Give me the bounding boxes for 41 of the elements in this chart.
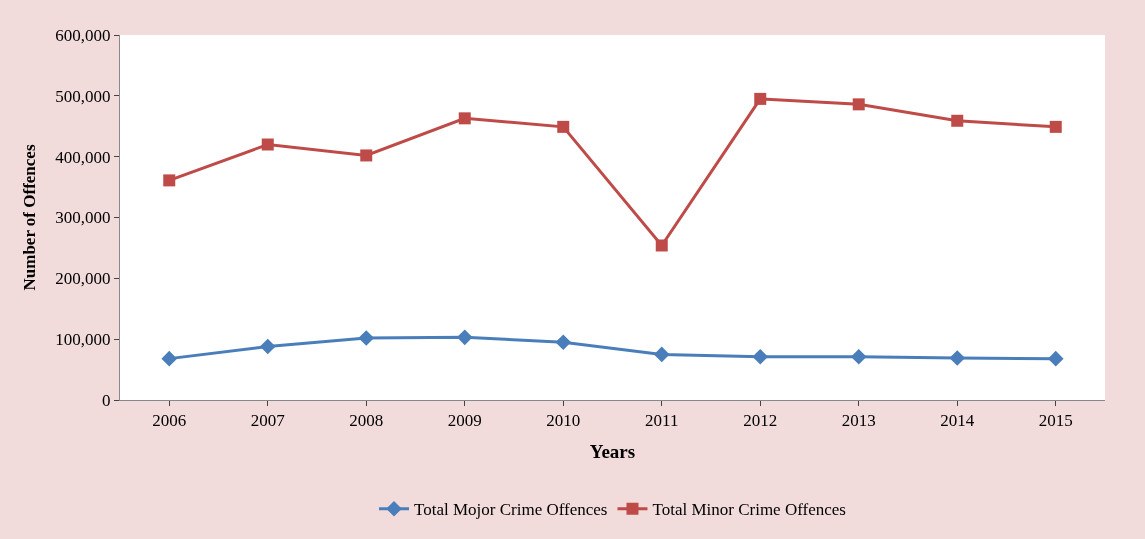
point	[852, 98, 865, 111]
y-tick-label: 200,000	[55, 269, 111, 289]
point	[850, 349, 867, 365]
x-tick-label: 2011	[645, 411, 679, 431]
point	[555, 334, 572, 351]
x-tick-label: 2008	[349, 411, 384, 431]
point	[951, 114, 964, 127]
y-tick-label: 100,000	[55, 330, 111, 350]
point	[655, 239, 668, 252]
point	[360, 149, 373, 162]
point	[458, 112, 471, 125]
y-axis-title: Number of Offences	[19, 144, 39, 291]
point	[752, 349, 769, 365]
y-tick-label: 300,000	[55, 208, 111, 228]
point	[949, 350, 966, 366]
x-tick-label: 2006	[152, 411, 187, 431]
point	[754, 92, 767, 105]
point	[358, 330, 375, 346]
point	[557, 120, 570, 133]
point	[163, 174, 176, 187]
x-axis-title: Years	[589, 441, 636, 463]
point	[1049, 120, 1062, 133]
y-tick-label: 400,000	[55, 147, 111, 167]
point	[456, 329, 473, 346]
point	[1047, 350, 1064, 367]
y-tick-label: 0	[102, 390, 111, 410]
y-tick-label: 600,000	[55, 25, 111, 45]
point	[259, 338, 276, 355]
y-tick-label: 500,000	[55, 86, 111, 106]
x-tick-label: 2013	[841, 411, 876, 431]
point	[261, 138, 274, 151]
x-tick-label: 2007	[250, 411, 286, 431]
x-tick-label: 2015	[1038, 411, 1073, 431]
x-tick-label: 2014	[940, 411, 975, 431]
x-tick-label: 2009	[447, 411, 482, 431]
x-tick-label: 2012	[743, 411, 778, 431]
x-tick-label: 2010	[546, 411, 581, 431]
legend-label: Total Mojor Crime Offences	[414, 500, 608, 520]
point	[161, 350, 178, 367]
point	[653, 346, 670, 363]
legend-label: Total Minor Crime Offences	[652, 500, 846, 520]
